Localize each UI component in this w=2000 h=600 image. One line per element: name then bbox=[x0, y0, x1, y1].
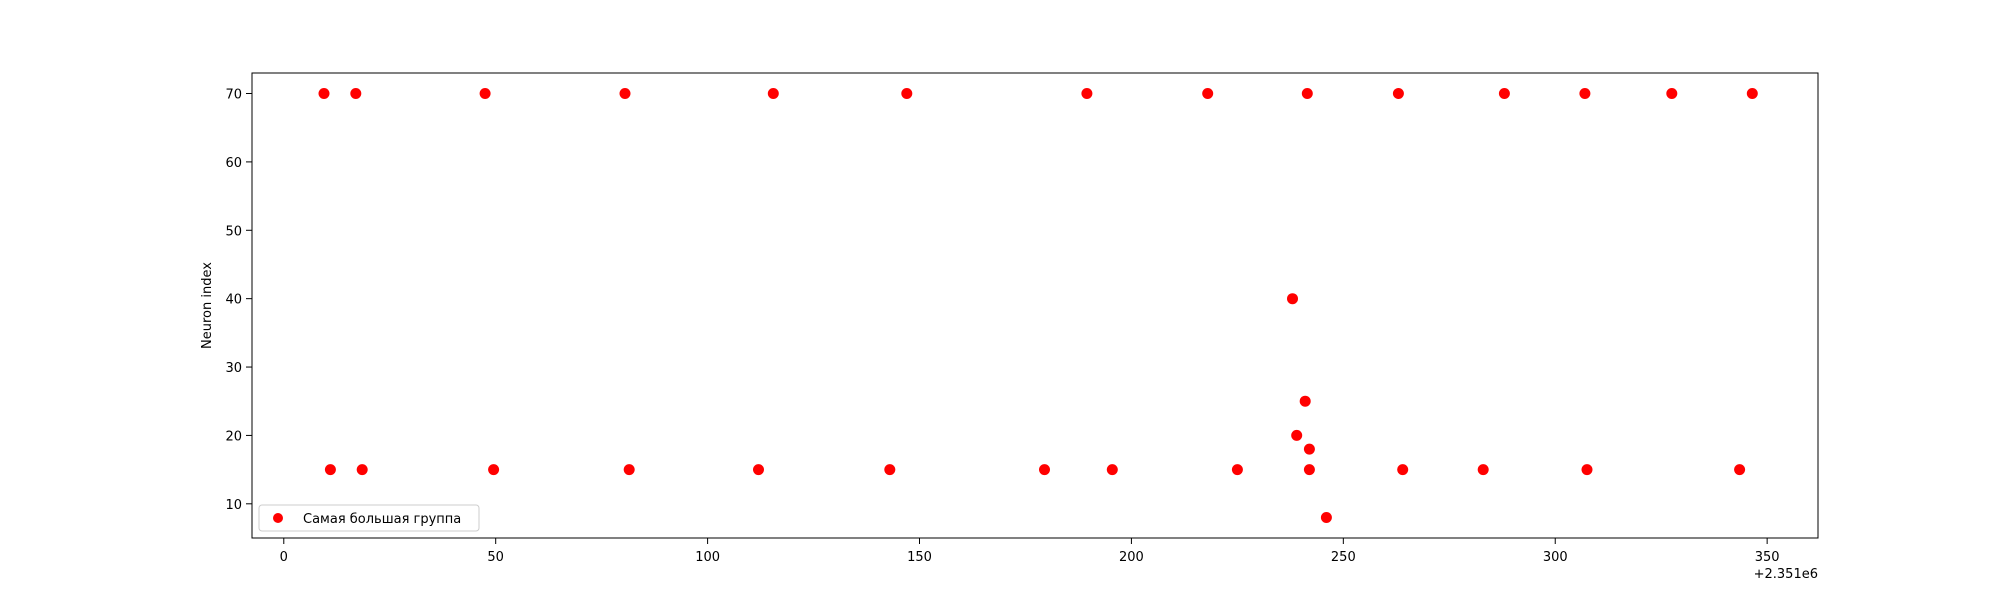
x-tick-label: 200 bbox=[1119, 550, 1144, 565]
data-point bbox=[1392, 88, 1404, 99]
x-axis: 0 50 100 150 200 250 300 350 bbox=[280, 538, 1780, 565]
data-point bbox=[1287, 293, 1298, 305]
y-tick-label: 40 bbox=[225, 293, 242, 308]
data-point bbox=[356, 464, 368, 476]
data-point bbox=[1202, 88, 1214, 99]
data-point bbox=[1746, 88, 1758, 99]
data-point bbox=[479, 88, 491, 99]
data-point bbox=[619, 88, 631, 99]
data-point bbox=[1477, 464, 1489, 476]
data-point bbox=[1666, 88, 1678, 99]
plot-frame bbox=[251, 72, 1819, 539]
data-point bbox=[884, 464, 896, 476]
data-point bbox=[767, 88, 779, 99]
x-tick-label: 100 bbox=[695, 550, 720, 565]
y-tick-label: 30 bbox=[225, 361, 242, 376]
data-point bbox=[1303, 443, 1315, 455]
x-axis-offset-label: +2.351e6 bbox=[1754, 567, 1818, 582]
y-tick-label: 50 bbox=[225, 224, 242, 239]
data-point bbox=[1498, 88, 1510, 99]
x-tick-label: 250 bbox=[1331, 550, 1356, 565]
data-point bbox=[1397, 464, 1409, 476]
data-point bbox=[901, 88, 913, 99]
data-point bbox=[1581, 464, 1593, 476]
data-point bbox=[1734, 464, 1746, 476]
data-point bbox=[623, 464, 635, 476]
data-points-group bbox=[318, 88, 1758, 523]
data-point bbox=[1291, 429, 1303, 441]
data-point bbox=[488, 464, 500, 476]
data-point bbox=[753, 464, 764, 476]
data-point bbox=[1039, 464, 1050, 476]
data-point bbox=[1320, 512, 1332, 523]
data-point bbox=[1081, 88, 1093, 99]
x-tick-label: 0 bbox=[280, 550, 288, 565]
y-axis: 10 20 30 40 50 60 70 bbox=[225, 88, 252, 513]
legend-box bbox=[258, 504, 480, 532]
x-tick-label: 350 bbox=[1755, 550, 1780, 565]
data-point bbox=[318, 88, 330, 99]
data-point bbox=[1579, 88, 1591, 99]
data-point bbox=[1301, 88, 1313, 99]
x-tick-label: 300 bbox=[1543, 550, 1568, 565]
x-tick-label: 150 bbox=[907, 550, 932, 565]
legend: Самая большая группа bbox=[258, 504, 480, 532]
legend-marker bbox=[273, 513, 283, 523]
x-tick-label: 50 bbox=[487, 550, 504, 565]
data-point bbox=[1299, 395, 1311, 407]
y-tick-label: 60 bbox=[225, 156, 242, 171]
data-point bbox=[1303, 464, 1315, 476]
y-axis-label: Neuron index bbox=[200, 262, 215, 349]
data-point bbox=[1231, 464, 1243, 476]
y-tick-label: 10 bbox=[225, 498, 242, 513]
y-tick-label: 70 bbox=[225, 88, 242, 103]
y-tick-label: 20 bbox=[225, 429, 242, 444]
legend-label: Самая большая группа bbox=[303, 512, 461, 527]
data-point bbox=[350, 88, 362, 99]
data-point bbox=[324, 464, 336, 476]
data-point bbox=[1106, 464, 1118, 476]
